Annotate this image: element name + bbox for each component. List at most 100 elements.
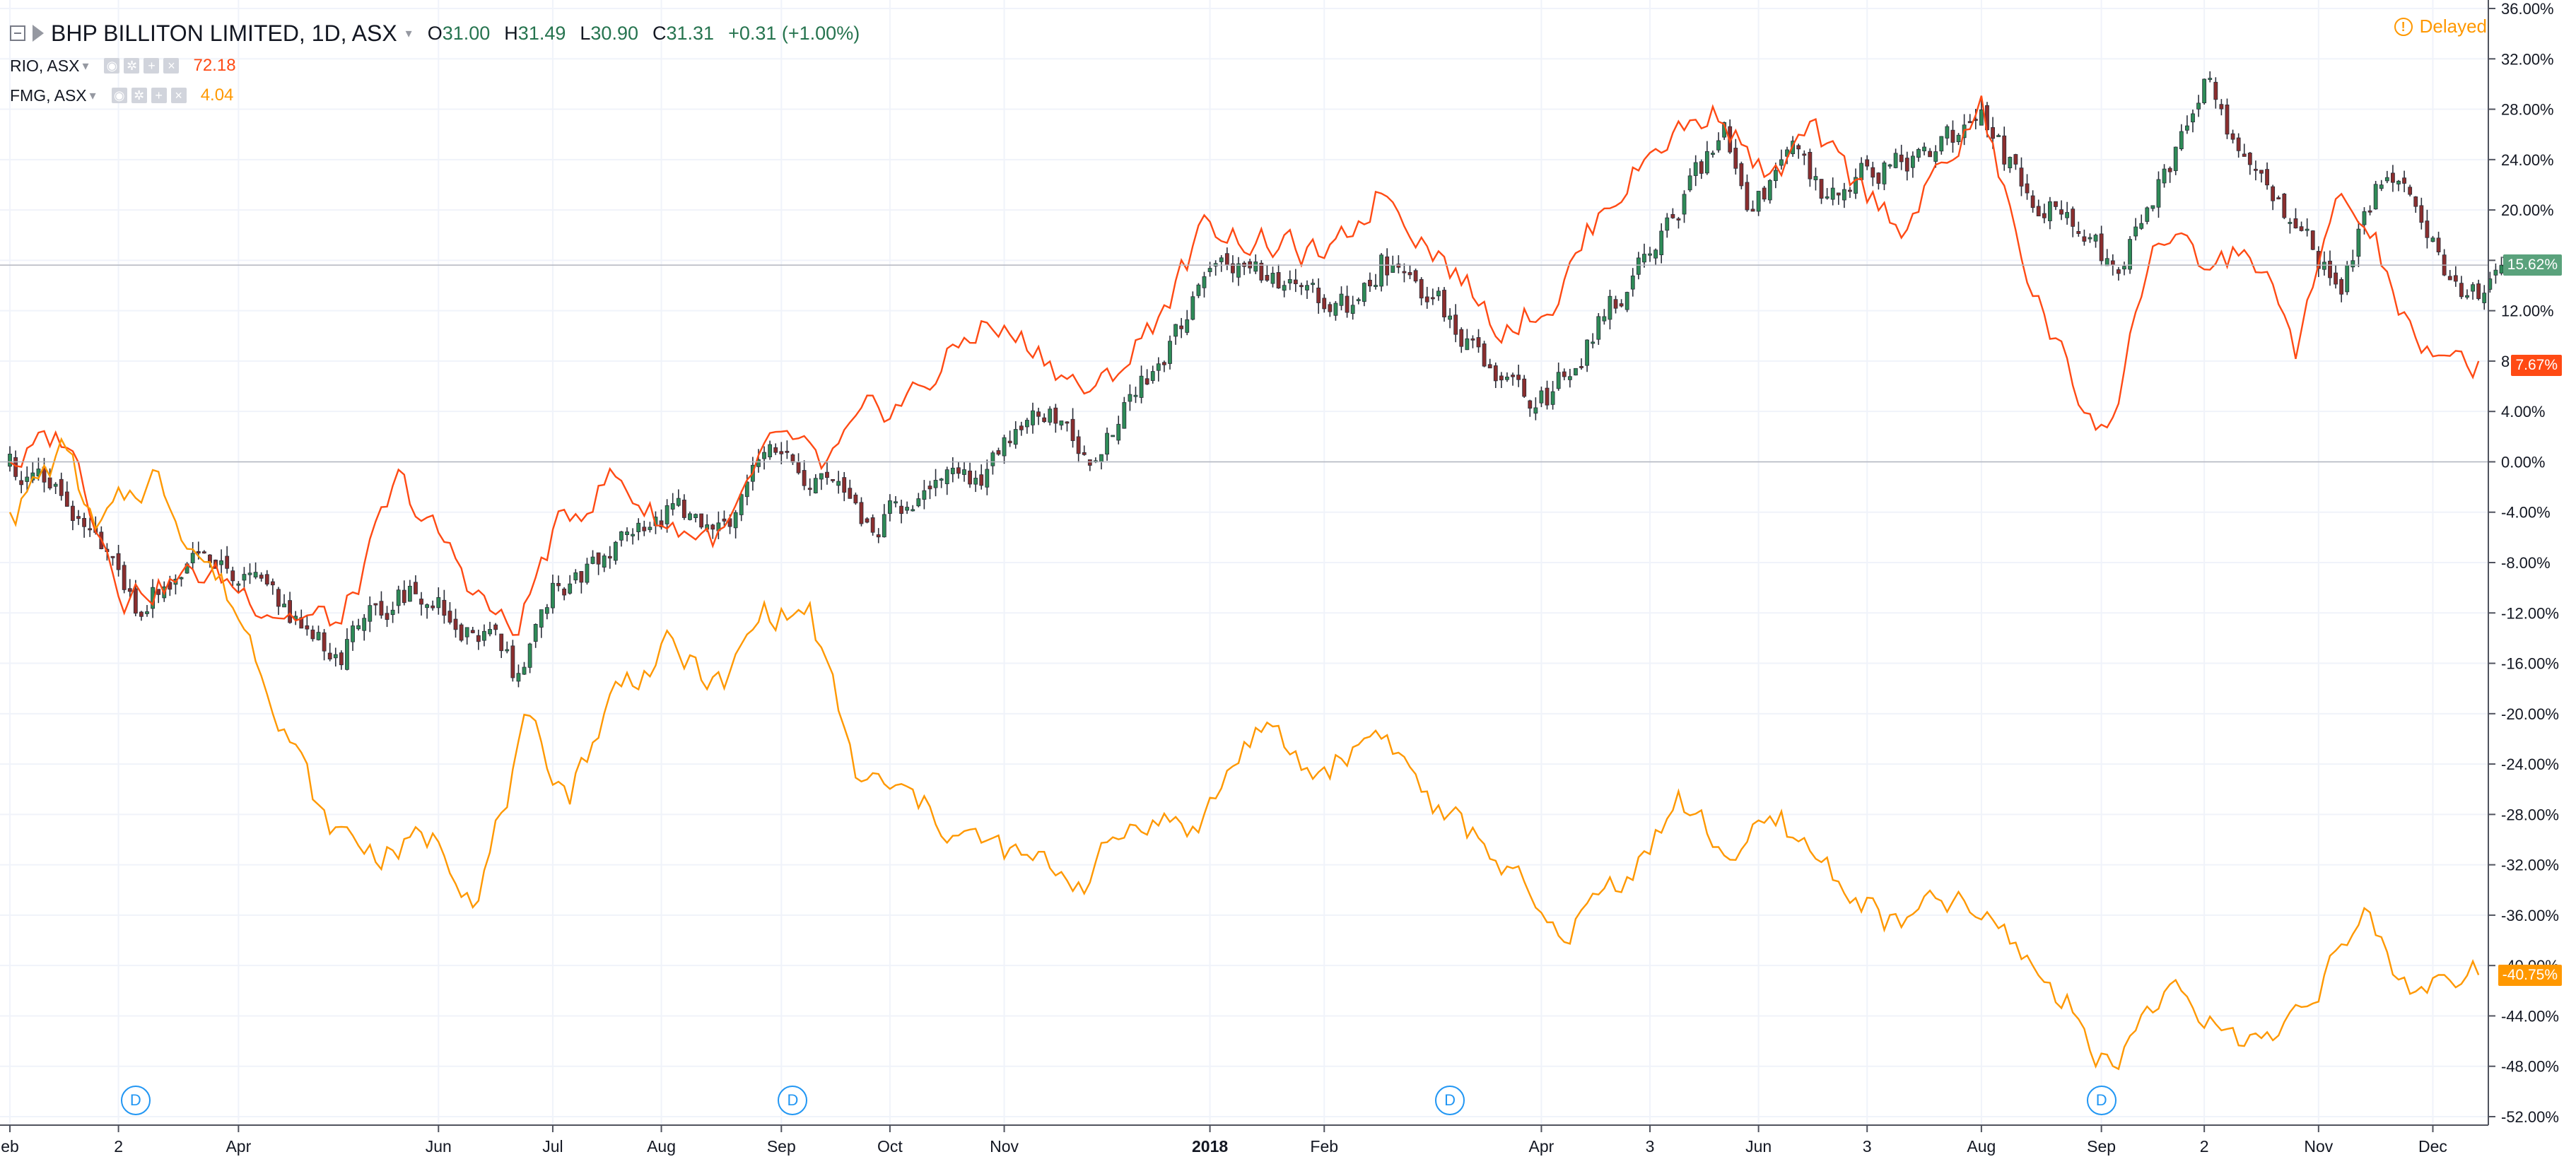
x-tick-label: Apr — [1529, 1137, 1555, 1156]
candle-body — [1699, 161, 1704, 174]
candle-body — [1533, 407, 1538, 414]
ohlc-open: O31.00 — [427, 22, 491, 44]
candle-body — [2271, 186, 2276, 201]
candle-body — [1904, 158, 1909, 172]
candle-body — [1407, 272, 1412, 276]
candle-body — [2447, 276, 2452, 281]
x-tick-label: Jun — [1745, 1137, 1772, 1156]
candle-body — [2145, 207, 2150, 222]
candle-body — [836, 481, 841, 486]
candle-body — [2425, 221, 2430, 238]
candle-body — [1139, 375, 1144, 398]
candle-body — [476, 635, 481, 642]
candle-body — [1545, 387, 1550, 406]
close-icon[interactable]: × — [170, 88, 187, 103]
gear-icon[interactable]: ✲ — [131, 88, 147, 103]
candle-body — [1693, 162, 1698, 176]
candle-body — [1402, 271, 1407, 274]
ohlc-high: H31.49 — [504, 22, 566, 44]
candle-body — [2282, 194, 2287, 218]
candle-body — [1562, 371, 1567, 377]
candle-body — [1745, 182, 1750, 211]
eye-icon[interactable]: ◉ — [104, 58, 120, 74]
candle-body — [802, 470, 807, 486]
candle-body — [116, 553, 121, 570]
candle-body — [1168, 341, 1172, 364]
candle-body — [665, 505, 669, 524]
x-tick-label: Nov — [2304, 1137, 2333, 1156]
candle-body — [790, 454, 795, 463]
x-tick-label: Feb — [1310, 1137, 1338, 1156]
plus-icon[interactable]: + — [151, 88, 167, 103]
candle-body — [739, 494, 744, 515]
candle-body — [64, 491, 69, 507]
candle-body — [282, 604, 286, 608]
candle-body — [785, 450, 790, 453]
candle-body — [1819, 179, 1824, 199]
candle-body — [2408, 187, 2413, 195]
candle-body — [1305, 285, 1309, 290]
candle-body — [1036, 411, 1041, 417]
candle-body — [911, 509, 915, 512]
legend: BHP BILLITON LIMITED, 1D, ASX ▾ O31.00 H… — [10, 16, 860, 110]
main-symbol-title[interactable]: BHP BILLITON LIMITED, 1D, ASX — [51, 20, 397, 46]
candle-body — [1516, 375, 1521, 380]
candle-body — [1522, 378, 1527, 397]
candle-body — [25, 476, 30, 482]
chevron-down-icon[interactable]: ▾ — [405, 25, 412, 40]
candle-body — [625, 531, 629, 535]
chevron-down-icon[interactable]: ▾ — [89, 88, 96, 102]
candle-body — [219, 560, 224, 565]
candle-body — [1739, 163, 1744, 187]
candle-body — [1836, 192, 1841, 196]
flag-icon[interactable] — [33, 25, 44, 42]
candle-body — [8, 454, 12, 467]
candle-body — [2071, 208, 2076, 227]
candle-body — [1031, 410, 1035, 425]
candle-body — [585, 563, 590, 583]
candle-body — [1179, 325, 1184, 329]
candle-body — [1236, 263, 1241, 278]
candle-body — [168, 582, 172, 590]
dividend-marker[interactable]: D — [1435, 1086, 1465, 1115]
candle-body — [825, 471, 829, 478]
x-tick-label: Jul — [542, 1137, 563, 1156]
plus-icon[interactable]: + — [144, 58, 160, 74]
candle-body — [1653, 249, 1658, 259]
close-icon[interactable]: × — [163, 58, 180, 74]
candle-body — [642, 527, 647, 531]
candle-body — [236, 583, 241, 586]
candle-body — [1276, 272, 1281, 289]
x-tick-label: Oct — [877, 1137, 903, 1156]
candle-body — [1265, 275, 1270, 281]
candle-body — [2379, 184, 2384, 189]
candle-body — [1024, 420, 1029, 428]
candle-body — [551, 582, 555, 609]
delayed-indicator[interactable]: ! Delayed — [2394, 16, 2487, 37]
candle-body — [264, 574, 269, 585]
candle-body — [573, 572, 578, 581]
gear-icon[interactable]: ✲ — [124, 58, 140, 74]
chevron-down-icon[interactable]: ▾ — [82, 58, 89, 73]
candle-body — [368, 605, 373, 622]
candle-body — [505, 649, 510, 652]
candle-body — [1099, 454, 1103, 462]
dividend-marker[interactable]: D — [2086, 1086, 2117, 1115]
candle-body — [1019, 425, 1024, 430]
dividend-marker[interactable]: D — [778, 1086, 808, 1115]
candle-body — [310, 629, 315, 640]
candle-body — [339, 652, 344, 666]
candle-body — [2002, 135, 2007, 165]
candle-body — [1591, 341, 1596, 344]
collapse-legend-icon[interactable] — [10, 25, 25, 41]
candle-body — [2328, 260, 2332, 278]
compare-symbol[interactable]: FMG, ASX — [10, 86, 87, 105]
candle-body — [1362, 283, 1366, 302]
y-tick-label: -8.00% — [2501, 554, 2551, 572]
eye-icon[interactable]: ◉ — [111, 88, 127, 103]
dividend-marker[interactable]: D — [120, 1086, 151, 1115]
compare-symbol[interactable]: RIO, ASX — [10, 56, 80, 75]
candle-body — [1842, 189, 1846, 201]
candle-body — [2276, 197, 2281, 200]
